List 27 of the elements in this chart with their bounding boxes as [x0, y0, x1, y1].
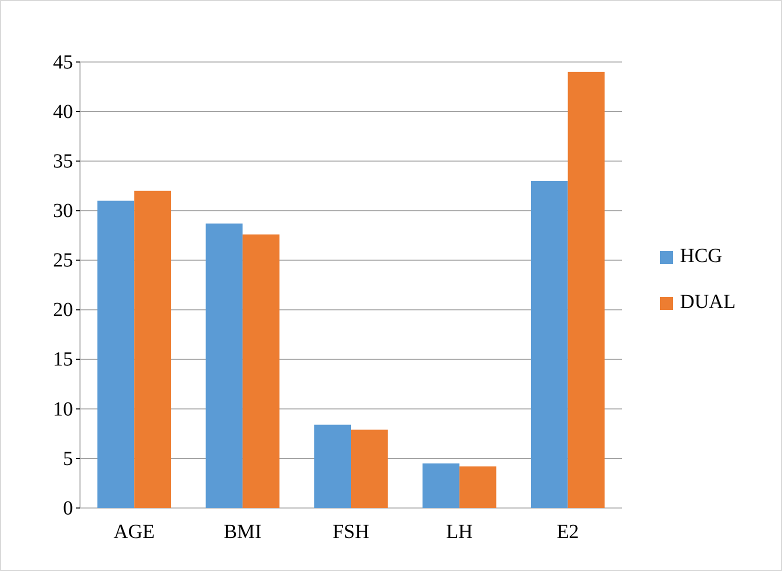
bar [422, 463, 460, 508]
y-tick-label: 10 [53, 398, 73, 420]
y-tick-label: 20 [53, 299, 73, 322]
y-tick-label: 0 [63, 497, 73, 520]
y-tick-label: 15 [53, 348, 73, 371]
x-tick-label: LH [446, 521, 473, 544]
y-tick-label: 5 [63, 448, 73, 470]
bar [206, 224, 243, 508]
x-tick-label: FSH [332, 521, 370, 544]
y-tick-label: 25 [53, 250, 73, 272]
bar [134, 190, 172, 508]
bar [97, 200, 134, 508]
bar [459, 466, 496, 508]
bar [242, 234, 280, 508]
bar [351, 430, 388, 508]
legend-label: DUAL [680, 291, 736, 313]
y-tick-label: 30 [53, 200, 73, 222]
x-tick-label: BMI [224, 521, 262, 544]
y-tick-label: 35 [53, 150, 73, 173]
bar [568, 72, 605, 508]
y-tick-label: 40 [53, 100, 73, 123]
y-tick-label: 45 [53, 51, 73, 74]
bar [530, 180, 568, 508]
legend-label: HCG [680, 245, 722, 267]
x-tick-label: AGE [114, 521, 155, 544]
bar [314, 424, 351, 508]
x-tick-label: E2 [556, 521, 579, 544]
